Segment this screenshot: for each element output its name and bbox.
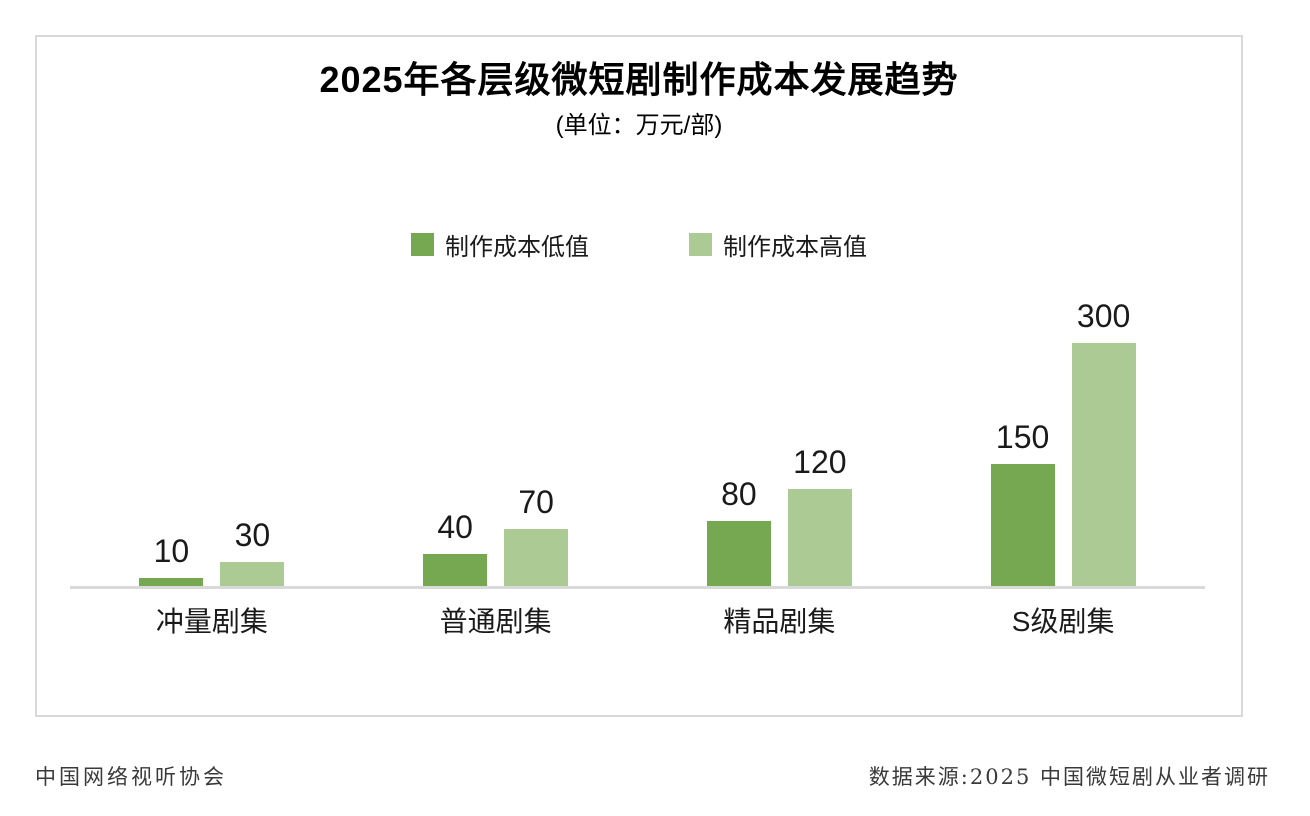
legend-swatch-high-icon (689, 233, 712, 256)
bar-low (706, 521, 771, 586)
bar-col-high: 120 (787, 444, 852, 586)
chart-subtitle: (单位：万元/部) (555, 112, 723, 140)
x-axis-label: S级剧集 (1011, 606, 1115, 637)
x-axis-label: 冲量剧集 (155, 606, 268, 637)
bar-group: 150 300 (921, 300, 1205, 586)
bar-value-label: 40 (437, 509, 473, 545)
bar-group: 80 120 (638, 446, 922, 586)
chart-legend: 制作成本低值 制作成本高值 (37, 227, 1241, 262)
x-axis-label: 精品剧集 (723, 606, 836, 637)
plot-area: 10 30 40 70 80 120 150 300 冲量剧集 普通剧集 精品剧集 S级剧集 (70, 299, 1205, 640)
x-axis-labels: 冲量剧集 普通剧集 精品剧集 S级剧集 (70, 600, 1205, 640)
legend-swatch-low-icon (411, 233, 434, 256)
bar-col-low: 40 (423, 509, 488, 586)
bar-col-low: 80 (706, 476, 771, 586)
bar-value-label: 150 (995, 419, 1050, 455)
footer-data-source: 数据来源:2025 中国微短剧从业者调研 (868, 765, 1270, 789)
bar-high (1071, 343, 1136, 586)
bar-value-label: 30 (234, 517, 271, 553)
bar-value-label: 300 (1076, 298, 1131, 334)
bar-col-high: 70 (504, 484, 569, 586)
legend-item-low: 制作成本低值 (411, 227, 589, 262)
bar-high (504, 529, 569, 586)
bar-value-label: 10 (153, 533, 190, 569)
bar-col-high: 30 (220, 517, 285, 586)
legend-label-low: 制作成本低值 (445, 234, 589, 261)
bar-col-low: 10 (139, 533, 204, 586)
bar-high (220, 562, 285, 586)
x-axis-label: 普通剧集 (439, 606, 552, 637)
bar-value-label: 70 (518, 484, 554, 520)
bar-value-label: 80 (721, 476, 757, 512)
chart-title: 2025年各层级微短剧制作成本发展趋势 (319, 59, 959, 100)
plot-groups: 10 30 40 70 80 120 150 300 (70, 299, 1205, 589)
bar-value-label: 120 (793, 444, 847, 480)
bar-low (423, 554, 488, 586)
bar-col-high: 300 (1071, 298, 1136, 586)
bar-low (990, 464, 1055, 586)
chart-container: 2025年各层级微短剧制作成本发展趋势 (单位：万元/部) 制作成本低值 制作成… (35, 35, 1243, 717)
legend-label-high: 制作成本高值 (723, 234, 867, 261)
bar-high (787, 489, 852, 586)
bar-group: 10 30 (70, 519, 354, 586)
footer-organization: 中国网络视听协会 (35, 765, 227, 789)
bar-group: 40 70 (354, 486, 638, 586)
bar-low (139, 578, 204, 586)
legend-item-high: 制作成本高值 (689, 227, 867, 262)
bar-col-low: 150 (990, 419, 1055, 586)
